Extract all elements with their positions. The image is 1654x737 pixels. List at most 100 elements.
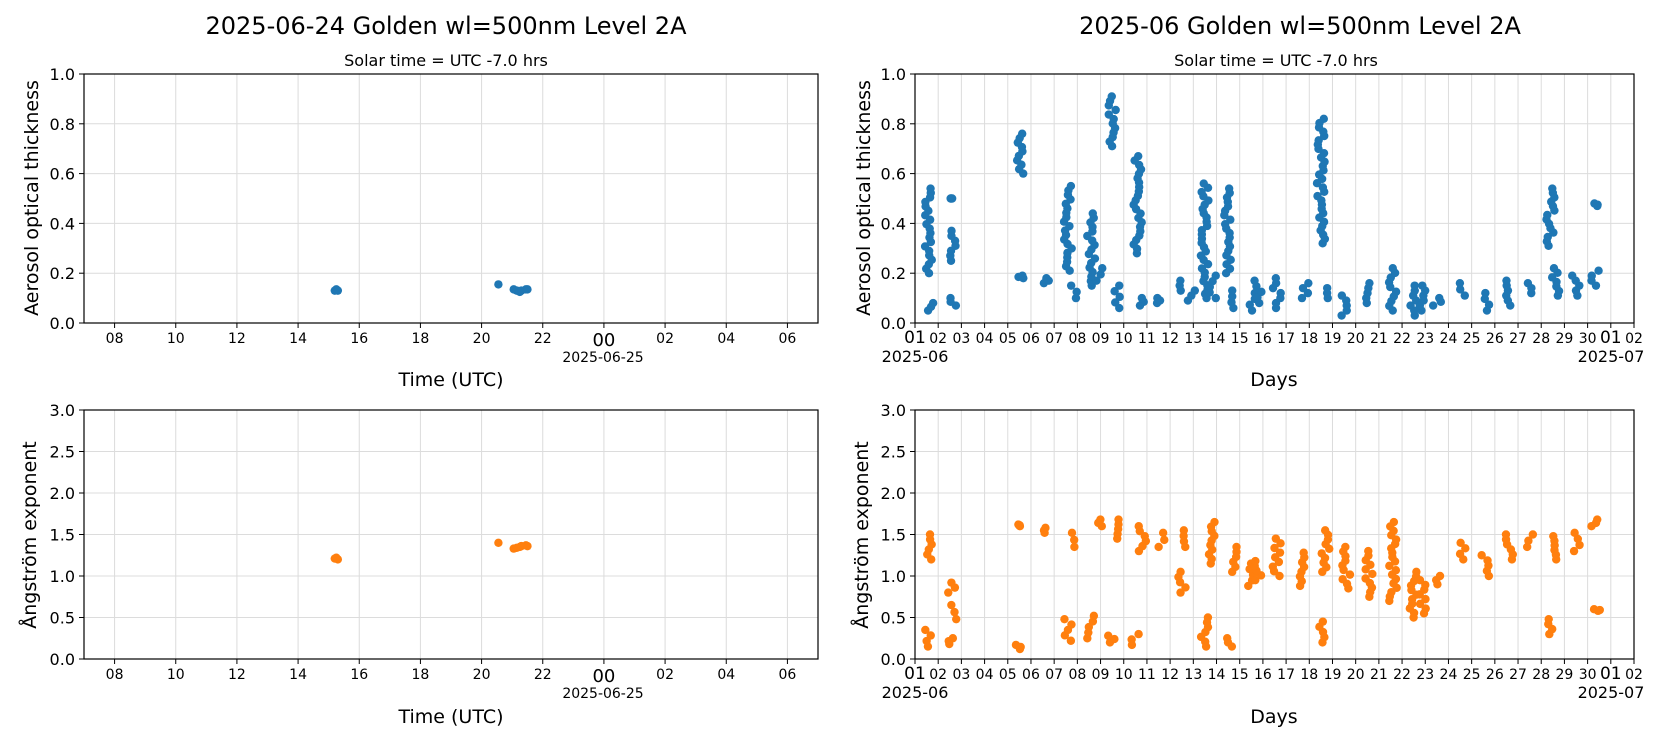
daily-angstrom-points [330, 538, 532, 564]
data-point [1072, 287, 1081, 297]
monthly-angstrom-points [921, 515, 1604, 654]
x-tick-label: 14 [289, 667, 307, 683]
data-point [1251, 556, 1260, 566]
data-point [1111, 105, 1120, 115]
x-tick-label: 22 [1393, 331, 1411, 347]
data-point [944, 588, 953, 597]
data-point [1224, 184, 1234, 193]
x-tick-label: 17 [1277, 667, 1295, 683]
x-tick-label: 24 [1440, 331, 1458, 347]
data-point [1197, 264, 1207, 273]
monthly-angstrom-x-ticks: 01 02 03 04 05 06 07 08 09 10 11 12 13 14 15 16 17 18 19 20… [904, 659, 1643, 684]
x-tick-label: 30 [1579, 331, 1597, 347]
x-tick-label: 03 [952, 331, 970, 347]
data-point [1114, 515, 1123, 524]
x-tick-label: 06 [1022, 667, 1040, 683]
data-point [1501, 530, 1511, 539]
x-tick-label: 09 [1092, 331, 1110, 347]
y-tick-label: 2.5 [50, 443, 75, 462]
data-point [1461, 544, 1470, 553]
y-tick-label: 1.0 [881, 65, 906, 84]
x-tick-label: 23 [1416, 667, 1434, 683]
data-point [523, 541, 532, 551]
x-tick-label: 08 [1068, 667, 1086, 683]
data-point [1042, 273, 1051, 283]
data-point [1066, 636, 1076, 645]
data-point [1522, 542, 1532, 552]
monthly-angstrom-y-axis-label: Ångström exponent [850, 441, 873, 629]
data-point [1104, 631, 1113, 640]
data-point [947, 578, 956, 587]
x-tick-label: 01 [904, 664, 926, 684]
monthly-aod-start-date: 2025-06 [882, 347, 949, 366]
data-point [1127, 635, 1136, 644]
data-point [1226, 215, 1235, 224]
x-tick-label: 17 [1277, 331, 1295, 347]
data-point [1435, 571, 1445, 581]
x-tick-label: 15 [1231, 667, 1249, 683]
x-tick-label: 14 [1208, 667, 1226, 683]
monthly-aod-x-axis-label: Days [1250, 369, 1297, 391]
x-tick-label: 21 [1370, 331, 1388, 347]
x-tick-label: 23 [1416, 331, 1434, 347]
panel-daily-angstrom: 08 10 12 14 16 18 20 22 00 02 04 06 0.0 0.5 1.0 1.5 2.0… [18, 401, 819, 728]
monthly-angstrom-x-axis-label: Days [1250, 706, 1297, 728]
x-tick-label: 08 [106, 667, 124, 683]
x-tick-label: 04 [717, 667, 735, 683]
data-point [1154, 542, 1163, 552]
x-tick-label: 00 [592, 330, 615, 351]
data-point [1569, 546, 1579, 556]
data-point [1435, 293, 1444, 303]
x-tick-label: 14 [1208, 331, 1226, 347]
data-point [1232, 542, 1241, 552]
x-tick-label: 10 [167, 667, 185, 683]
daily-angstrom-date-label: 2025-06-25 [562, 686, 643, 702]
x-tick-label: 29 [1556, 331, 1574, 347]
data-point [1364, 546, 1373, 556]
data-point [1228, 292, 1237, 301]
data-point [952, 614, 961, 624]
data-point [1365, 278, 1374, 288]
x-tick-label: 02 [656, 331, 674, 347]
x-tick-label: 02 [929, 667, 947, 683]
data-point [1257, 287, 1266, 297]
data-point [1210, 517, 1219, 527]
x-tick-label: 20 [1347, 331, 1365, 347]
data-point [1304, 278, 1313, 288]
data-point [1268, 562, 1278, 571]
monthly-solar-time-subtitle: Solar time = UTC -7.0 hrs [1174, 51, 1378, 70]
data-point [1549, 264, 1559, 273]
x-tick-label: 13 [1184, 667, 1202, 683]
x-tick-label: 02 [656, 667, 674, 683]
y-tick-label: 3.0 [50, 401, 75, 420]
data-point [928, 298, 938, 308]
data-point [1275, 548, 1285, 557]
data-point [1421, 604, 1430, 613]
data-point [1549, 531, 1558, 541]
data-point [1481, 288, 1490, 298]
data-point [1318, 183, 1328, 192]
data-point [1018, 271, 1027, 280]
x-tick-label: 27 [1509, 331, 1527, 347]
x-tick-label: 08 [1068, 331, 1086, 347]
y-tick-label: 1.0 [881, 567, 906, 586]
data-point [1338, 575, 1347, 584]
daily-aod-y-axis-label: Aerosol optical thickness [21, 80, 43, 316]
data-point [1456, 538, 1465, 547]
data-point [1137, 293, 1147, 303]
x-tick-label: 20 [473, 331, 491, 347]
y-tick-label: 2.0 [50, 484, 75, 503]
data-point [1190, 286, 1200, 295]
x-tick-label: 22 [534, 667, 552, 683]
data-point [1460, 291, 1469, 300]
x-tick-label: 26 [1486, 331, 1504, 347]
monthly-aod-y-axis-label: Aerosol optical thickness [853, 80, 875, 316]
y-tick-label: 0.0 [881, 650, 906, 669]
data-point [1251, 575, 1260, 585]
data-point [1483, 556, 1492, 565]
data-point [1134, 629, 1143, 639]
data-point [1107, 92, 1116, 101]
data-point [1391, 287, 1401, 296]
x-tick-label: 06 [779, 331, 797, 347]
data-point [950, 607, 959, 617]
